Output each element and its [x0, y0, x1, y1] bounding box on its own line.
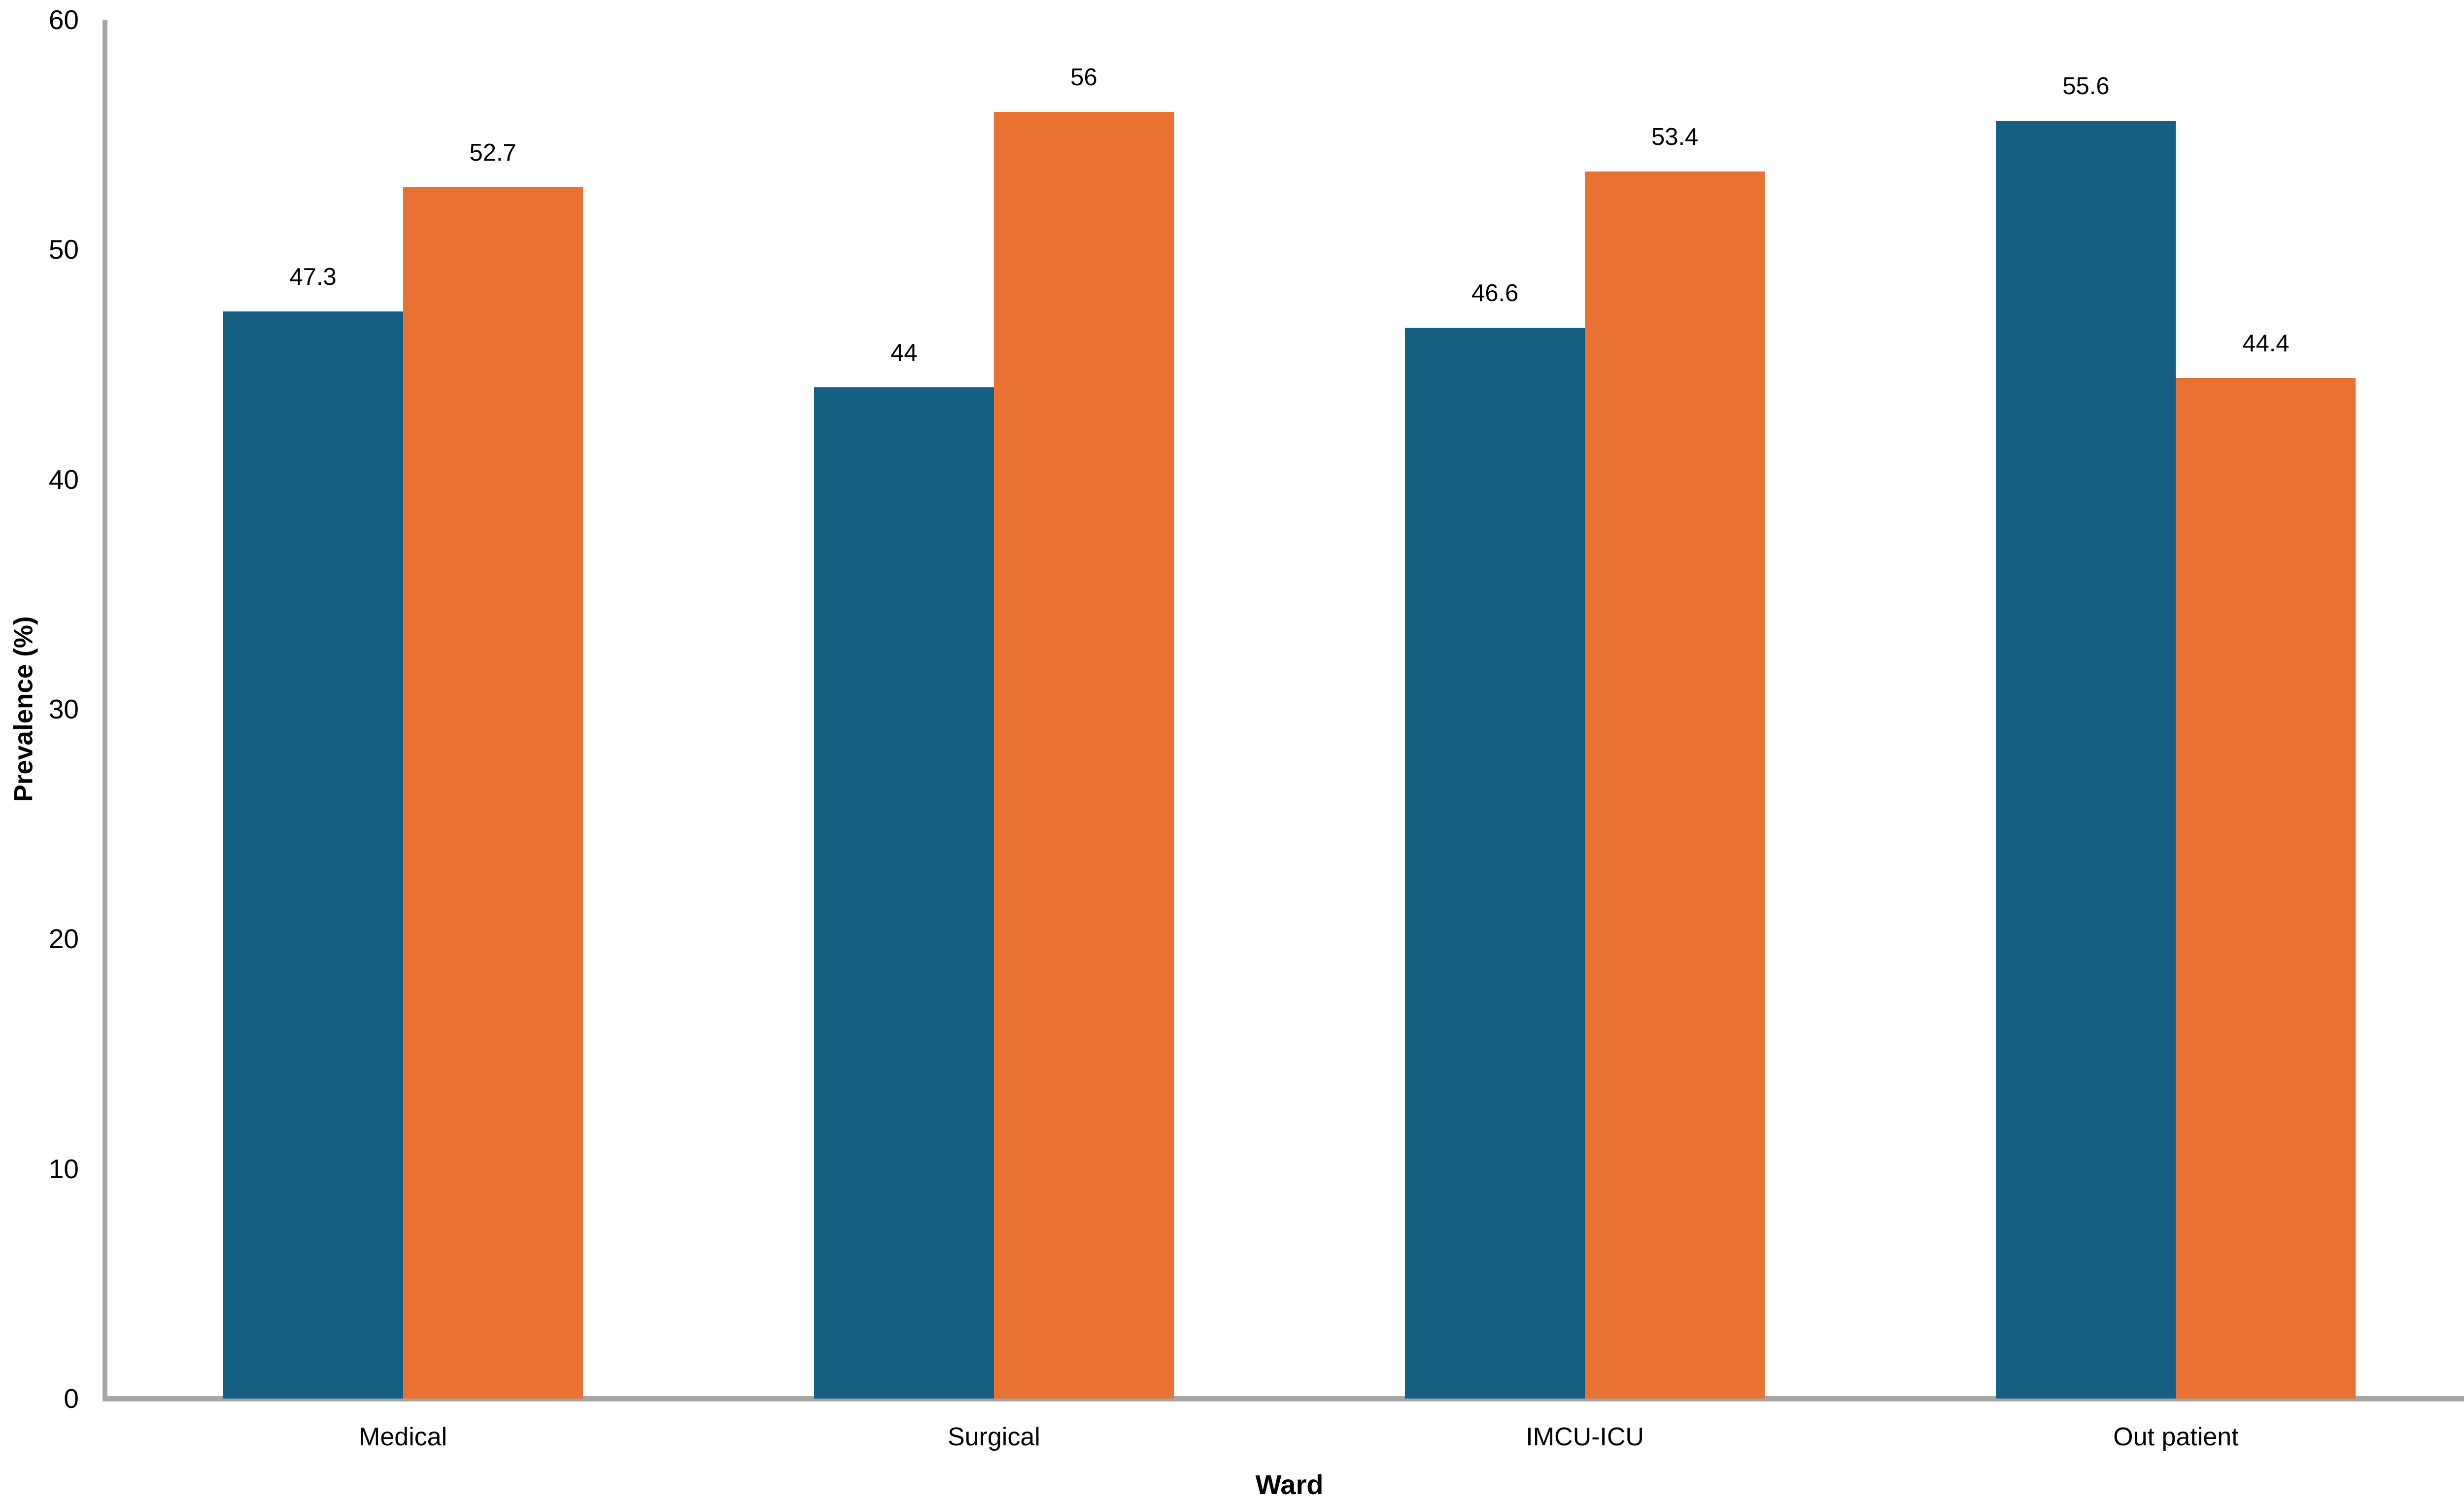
y-tick-label-60: 60 — [48, 4, 79, 35]
bar-mssa-imcu-icu — [1405, 327, 1585, 1399]
y-tick-label-30: 30 — [48, 694, 79, 724]
x-category-label-medical: Medical — [359, 1423, 447, 1451]
data-label-mrsa-surgical: 56 — [1070, 64, 1097, 91]
y-axis-line — [103, 20, 107, 1401]
bar-mrsa-out-patient — [2176, 378, 2356, 1399]
data-label-mssa-imcu-icu: 46.6 — [1471, 279, 1519, 307]
bar-mssa-surgical — [814, 387, 994, 1399]
bar-mrsa-surgical — [993, 111, 1174, 1399]
x-category-label-out-patient: Out patient — [2113, 1423, 2239, 1451]
data-label-mssa-surgical: 44 — [890, 340, 918, 367]
bar-mrsa-medical — [403, 187, 583, 1399]
x-category-label-surgical: Surgical — [947, 1423, 1040, 1451]
data-label-mssa-out-patient: 55.6 — [2062, 73, 2110, 100]
x-category-label-imcu-icu: IMCU-ICU — [1526, 1423, 1644, 1451]
y-tick-label-40: 40 — [48, 464, 79, 495]
bar-mssa-out-patient — [1996, 121, 2176, 1399]
data-label-mrsa-out-patient: 44.4 — [2242, 330, 2290, 357]
y-tick-label-10: 10 — [48, 1153, 79, 1184]
y-tick-label-50: 50 — [48, 234, 79, 265]
bar-mssa-medical — [223, 311, 403, 1399]
bar-mrsa-imcu-icu — [1585, 171, 1765, 1399]
data-label-mrsa-medical: 52.7 — [469, 139, 516, 167]
x-axis-line — [103, 1396, 2464, 1401]
data-label-mrsa-imcu-icu: 53.4 — [1651, 123, 1699, 150]
x-axis-title: Ward — [1255, 1469, 1324, 1500]
y-tick-label-0: 0 — [64, 1383, 79, 1414]
y-tick-label-20: 20 — [48, 923, 79, 955]
data-label-mssa-medical: 47.3 — [289, 264, 337, 291]
